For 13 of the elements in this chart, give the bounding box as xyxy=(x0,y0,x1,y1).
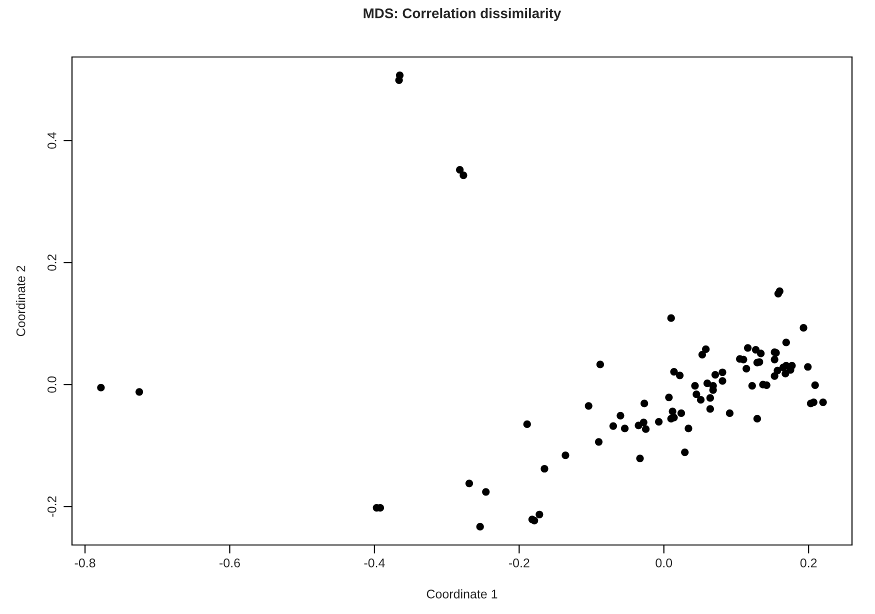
x-axis-title: Coordinate 1 xyxy=(426,589,498,598)
x-tick-label: 0.0 xyxy=(656,558,672,568)
x-tick-label: -0.8 xyxy=(74,558,96,568)
y-tick-label: -0.2 xyxy=(47,496,56,517)
x-tick-label: -0.4 xyxy=(364,558,385,568)
y-tick-label: 0.4 xyxy=(47,132,56,149)
chart-title: MDS: Correlation dissimilarity xyxy=(364,8,562,21)
x-tick-label: 0.2 xyxy=(800,558,817,568)
y-tick-label: 0.0 xyxy=(47,376,56,393)
y-axis-title: Coordinate 2 xyxy=(16,266,26,336)
x-tick-label: -0.6 xyxy=(220,558,240,568)
y-tick-label: 0.2 xyxy=(47,254,56,271)
x-tick-label: -0.2 xyxy=(508,558,530,568)
